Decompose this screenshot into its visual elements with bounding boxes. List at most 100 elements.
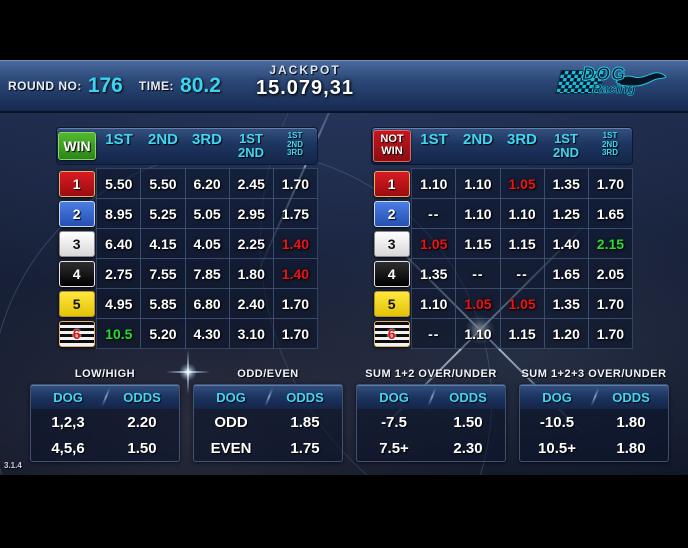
panel-title: ODD/EVEN <box>237 368 299 380</box>
side-bet-panel: SUM 1+2 OVER/UNDER DOG ODDS -7.5 1.50 7.5+ 2.3… <box>356 368 506 462</box>
badge-cell: 5 <box>56 288 97 319</box>
odds-value: 1.15 <box>499 318 545 349</box>
time-label: TIME: <box>138 79 175 93</box>
badge-cell: 4 <box>56 258 97 289</box>
dog-column-header: DOG <box>53 389 83 405</box>
panel-box: DOG ODDS ODD 1.85 EVEN 1.75 <box>193 384 343 462</box>
odds-value: -- <box>455 258 501 289</box>
column-header: 3RD <box>506 131 537 149</box>
odds-value: 2.25 <box>228 228 274 259</box>
bet-odds: 2.20 <box>127 413 157 431</box>
jackpot-block: JACKPOT 15.079,31 <box>225 63 385 100</box>
not-win-badge: NOT WIN <box>373 130 411 162</box>
bet-odds: 1.50 <box>453 413 483 431</box>
odds-value: 7.85 <box>184 258 230 289</box>
odds-value: 1.70 <box>272 288 318 319</box>
odds-value: 1.05 <box>499 168 545 199</box>
odds-value: 1.40 <box>272 258 318 289</box>
dog-5-badge: 5 <box>58 290 95 317</box>
panel-title: SUM 1+2+3 OVER/UNDER <box>521 368 667 380</box>
panel-box: DOG ODDS 1,2,3 2.20 4,5,6 1.50 <box>30 384 180 462</box>
badge-cell: 6 <box>371 318 412 349</box>
notwin-odds-table: NOT WIN 1ST 2ND 3RD 1ST 2ND 1ST 2ND 3RD 1 1.1… <box>371 127 633 349</box>
round-time-block: ROUND NO: 176 TIME: 80.2 <box>0 74 237 98</box>
dog-1-badge: 1 <box>58 170 95 197</box>
dog-row: 1 1.10 1.10 1.05 1.35 1.70 <box>371 168 633 199</box>
badge-cell: 6 <box>56 318 97 349</box>
dog-5-badge: 5 <box>373 290 410 317</box>
odds-value: 5.50 <box>96 168 142 199</box>
odds-value: 1.65 <box>587 198 633 229</box>
odds-value: 2.95 <box>228 198 274 229</box>
logo-text: DOG <box>581 64 627 85</box>
logo-subtext: Racing <box>592 81 636 97</box>
odds-value: 5.05 <box>184 198 230 229</box>
dog-row: 1 5.50 5.50 6.20 2.45 1.70 <box>56 168 318 199</box>
badge-cell: 2 <box>56 198 97 229</box>
odds-value: 1.35 <box>543 288 589 319</box>
odds-value: 1.65 <box>543 258 589 289</box>
win-table-rows: 1 5.50 5.50 6.20 2.45 1.70 2 8.95 5.25 5.05 2.95 1.… <box>56 168 318 349</box>
dog-silhouette-icon <box>614 68 668 95</box>
odds-value: 1.10 <box>455 198 501 229</box>
odds-value: 1.80 <box>228 258 274 289</box>
side-bet-panel: SUM 1+2+3 OVER/UNDER DOG ODDS -10.5 1.80 10.5… <box>519 368 669 462</box>
version-label: 3.1.4 <box>4 461 22 470</box>
badge-cell: 2 <box>371 198 412 229</box>
notwin-table-rows: 1 1.10 1.10 1.05 1.35 1.70 2 -- 1.10 1.10 1.25 1.65… <box>371 168 633 349</box>
odds-value: 5.85 <box>140 288 186 319</box>
bet-odds: 1.80 <box>616 439 646 457</box>
odds-value: 1.15 <box>499 228 545 259</box>
dog-row: 2 8.95 5.25 5.05 2.95 1.75 <box>56 198 318 229</box>
panel-header: DOG ODDS <box>194 385 342 409</box>
bet-selection: 1,2,3 <box>51 413 85 431</box>
column-header: 1ST 2ND 3RD <box>601 131 618 158</box>
column-header: 1ST <box>420 131 448 149</box>
odds-column-header: ODDS <box>449 389 487 405</box>
odds-value: 1.10 <box>499 198 545 229</box>
odds-value: 1.70 <box>587 318 633 349</box>
panel-box: DOG ODDS -10.5 1.80 10.5+ 1.80 <box>519 384 669 462</box>
bet-odds: 1.75 <box>290 439 320 457</box>
bet-selection: -10.5 <box>539 413 575 431</box>
odds-column-header: ODDS <box>612 389 650 405</box>
badge-cell: 4 <box>371 258 412 289</box>
odds-value: 1.40 <box>272 228 318 259</box>
column-header: 1ST 2ND <box>237 131 264 160</box>
odds-value: 1.20 <box>543 318 589 349</box>
round-label: ROUND NO: <box>8 79 82 93</box>
lens-flare-glow <box>179 363 197 381</box>
notwin-badge-slot: NOT WIN <box>372 130 412 162</box>
panel-row: 1,2,3 2.20 <box>31 409 179 435</box>
win-table-header: WIN 1ST 2ND 3RD 1ST 2ND 1ST 2ND 3RD <box>56 127 318 165</box>
dog-racing-logo: DOG Racing <box>555 64 668 106</box>
panel-row: 10.5+ 1.80 <box>520 435 668 461</box>
side-bet-panels: LOW/HIGH DOG ODDS 1,2,3 2.20 4,5,6 1.50 ODD/EVE… <box>30 368 669 462</box>
odds-value: 4.15 <box>140 228 186 259</box>
lens-flare-glow <box>465 315 495 345</box>
odds-value: 2.40 <box>228 288 274 319</box>
odds-value: 1.10 <box>411 168 457 199</box>
odds-value: 1.70 <box>587 288 633 319</box>
dog-4-badge: 4 <box>58 260 95 287</box>
badge-cell: 1 <box>56 168 97 199</box>
odds-value: 5.20 <box>140 318 186 349</box>
odds-value: 6.40 <box>96 228 142 259</box>
panel-box: DOG ODDS -7.5 1.50 7.5+ 2.30 <box>356 384 506 462</box>
panel-row: ODD 1.85 <box>194 409 342 435</box>
odds-value: 4.05 <box>184 228 230 259</box>
dog-2-badge: 2 <box>58 200 95 227</box>
odds-value: 1.35 <box>543 168 589 199</box>
bet-odds: 1.85 <box>290 413 320 431</box>
side-bet-panel: ODD/EVEN DOG ODDS ODD 1.85 EVEN 1.75 <box>193 368 343 462</box>
odds-value: 1.10 <box>455 168 501 199</box>
dog-row: 3 1.05 1.15 1.15 1.40 2.15 <box>371 228 633 259</box>
dog-column-header: DOG <box>216 389 246 405</box>
odds-value: 1.05 <box>455 288 501 319</box>
dog-6-badge: 6 <box>373 320 410 347</box>
dog-row: 5 4.95 5.85 6.80 2.40 1.70 <box>56 288 318 319</box>
odds-value: 1.70 <box>272 318 318 349</box>
bet-selection: -7.5 <box>381 413 407 431</box>
dog-row: 3 6.40 4.15 4.05 2.25 1.40 <box>56 228 318 259</box>
